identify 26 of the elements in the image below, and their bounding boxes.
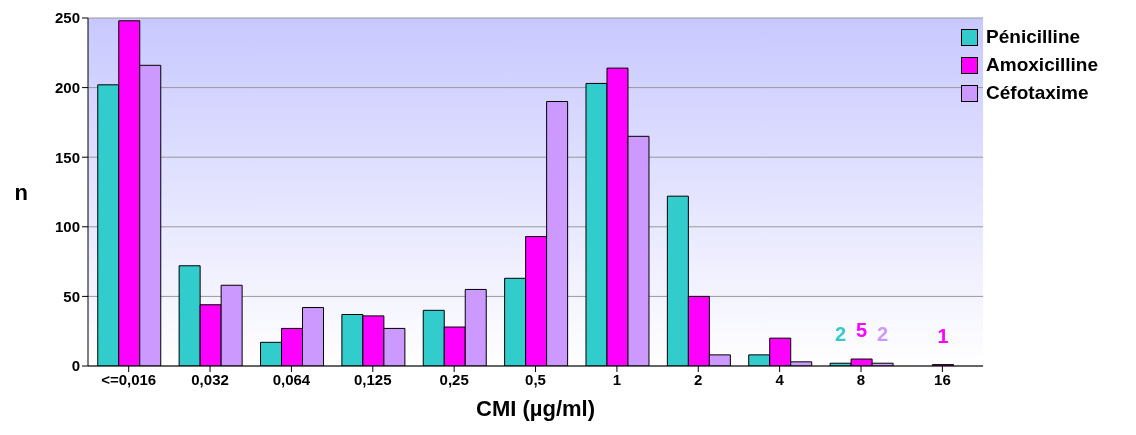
- x-tick-label: 1: [612, 370, 622, 388]
- data-label: 5: [856, 319, 868, 342]
- x-tick-label: 0,064: [272, 370, 311, 388]
- y-tick-label: 200: [54, 78, 80, 96]
- data-label: 2: [877, 323, 889, 346]
- x-axis-title: CMI (µg/ml): [476, 395, 596, 421]
- y-tick-label: 0: [71, 357, 80, 375]
- x-tick-label: <=0,016: [101, 370, 157, 388]
- y-tick-label: 100: [54, 218, 80, 236]
- legend-label: Pénicilline: [985, 26, 1082, 48]
- legend-label: Amoxicilline: [985, 54, 1098, 76]
- legend-label: Céfotaxime: [985, 82, 1090, 104]
- data-label: 1: [937, 324, 949, 347]
- x-tick-label: 16: [934, 370, 951, 388]
- x-tick-label: 0,032: [191, 370, 229, 388]
- y-axis-title: n: [14, 179, 28, 205]
- data-label: 2: [835, 323, 847, 346]
- x-tick-label: 0,5: [525, 370, 546, 388]
- x-tick-label: 4: [775, 370, 785, 388]
- y-tick-label: 50: [63, 287, 80, 305]
- y-tick-label: 150: [54, 148, 80, 166]
- x-tick-label: 8: [856, 370, 866, 388]
- x-tick-label: 2: [694, 370, 703, 388]
- y-tick-label: 250: [54, 9, 80, 27]
- x-tick-label: 0,25: [439, 370, 469, 388]
- x-tick-label: 0,125: [354, 370, 392, 388]
